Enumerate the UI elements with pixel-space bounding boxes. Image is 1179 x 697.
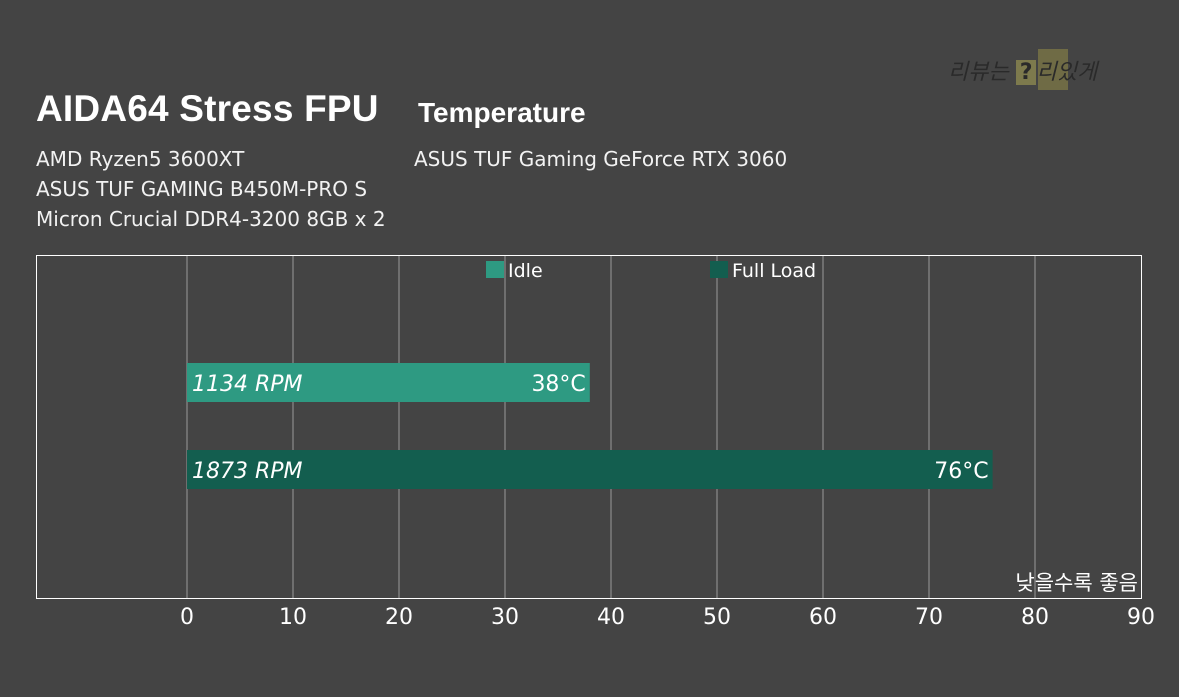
- x-tick-label: 60: [809, 605, 837, 630]
- legend-label: Full Load: [732, 260, 816, 282]
- x-tick-label: 20: [385, 605, 413, 630]
- x-tick-label: 70: [915, 605, 943, 630]
- grid-lines: [186, 256, 1036, 598]
- x-tick-label: 50: [703, 605, 731, 630]
- bar-idle: [187, 363, 590, 402]
- legend: Idle Full Load: [486, 260, 816, 282]
- watermark: 리뷰는 ? 리있게: [948, 54, 1097, 86]
- x-tick-label: 10: [279, 605, 307, 630]
- watermark-box: [1038, 49, 1068, 90]
- plot-frame: [36, 255, 1142, 599]
- bar-value-label: 76°C: [934, 459, 988, 484]
- chart-title: AIDA64 Stress FPU: [36, 88, 379, 129]
- bar-full-load: [187, 450, 993, 489]
- legend-label: Idle: [508, 260, 543, 282]
- spec-cpu: AMD Ryzen5 3600XT: [36, 147, 245, 171]
- chart-subtitle: Temperature: [418, 97, 586, 128]
- x-axis-ticks: 0 10 20 30 40 50 60 70 80 90: [180, 605, 1155, 630]
- x-tick-label: 0: [180, 605, 194, 630]
- bar-rpm-label: 1134 RPM: [192, 372, 303, 397]
- legend-swatch: [710, 261, 728, 278]
- spec-memory: Micron Crucial DDR4-3200 8GB x 2: [36, 207, 386, 231]
- watermark-text-before: 리뷰는: [948, 60, 1016, 85]
- bars: 1134 RPM 38°C 1873 RPM 76°C: [187, 363, 993, 489]
- x-tick-label: 40: [597, 605, 625, 630]
- spec-motherboard: ASUS TUF GAMING B450M-PRO S: [36, 177, 368, 201]
- x-tick-label: 90: [1127, 605, 1155, 630]
- bar-value-label: 38°C: [531, 372, 585, 397]
- x-tick-label: 80: [1021, 605, 1049, 630]
- legend-swatch: [486, 261, 504, 278]
- spec-gpu: ASUS TUF Gaming GeForce RTX 3060: [414, 147, 788, 171]
- bar-rpm-label: 1873 RPM: [192, 459, 303, 484]
- watermark-question-mark: ?: [1015, 60, 1037, 85]
- watermark-text-after: 리있게: [1036, 60, 1098, 85]
- lower-is-better-note: 낮을수록 좋음: [1015, 571, 1138, 595]
- x-tick-label: 30: [491, 605, 519, 630]
